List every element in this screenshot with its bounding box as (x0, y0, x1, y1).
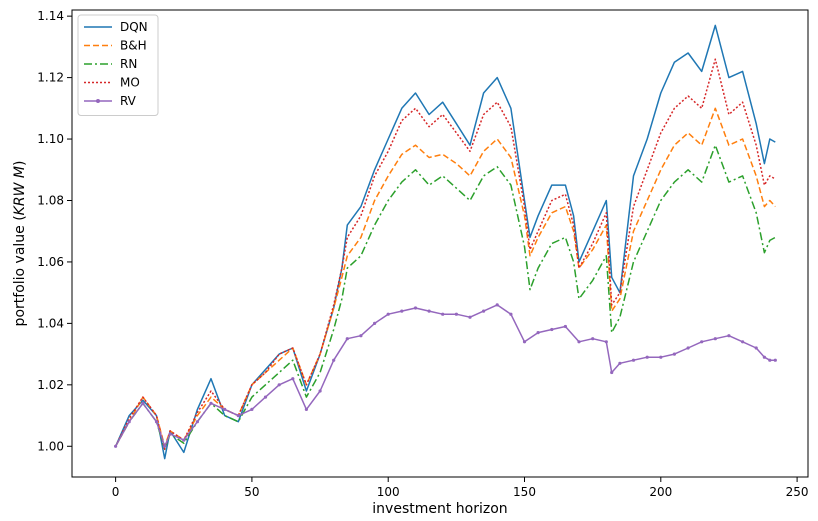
legend-label-mo: MO (120, 76, 140, 90)
x-tick-label: 0 (112, 485, 120, 499)
series-point-rv (209, 401, 213, 405)
series-point-rv (223, 407, 227, 411)
x-tick-label: 150 (513, 485, 536, 499)
series-point-rv (768, 358, 772, 362)
series-point-rv (291, 377, 295, 381)
y-axis-label: portfolio value (KRW M) (12, 161, 28, 327)
series-line-rn (114, 144, 776, 451)
y-tick-label: 1.06 (37, 255, 64, 269)
series-point-rv (413, 306, 418, 310)
series-point-rv (727, 334, 731, 338)
plot-frame (71, 9, 809, 478)
series-point-rv (427, 309, 431, 313)
series-point-rv (373, 321, 377, 325)
series-point-rv (195, 420, 199, 424)
series-point-rv (454, 312, 458, 316)
y-tick-label: 1.00 (37, 439, 64, 453)
y-tick-label: 1.14 (37, 9, 64, 23)
series-point-rv (345, 337, 349, 341)
series-point-rv (441, 312, 445, 316)
axes-layer: 0 50 100 150 200 250 1.00 1.02 1.04 1.06 1.08 1.10 1… (37, 9, 808, 499)
legend-box (77, 14, 159, 116)
series-point-rv (318, 389, 322, 393)
legend-label-rn: RN (120, 57, 137, 71)
x-tick-label: 250 (786, 485, 809, 499)
series-point-rv (604, 340, 608, 344)
series-point-rv (700, 340, 704, 344)
series-point-rv (182, 438, 186, 442)
series-point-rv (359, 334, 363, 338)
series-line-b-h (114, 107, 776, 448)
series-line-mo (114, 58, 776, 451)
y-axis-label-main: portfolio value ( (12, 215, 28, 326)
series-point-rv (773, 358, 777, 362)
series-point-rv (591, 337, 595, 341)
x-axis-label: investment horizon (372, 501, 507, 517)
legend-label-dqn: DQN (120, 20, 148, 34)
series-point-rv (563, 324, 568, 329)
series-point-rv (522, 340, 527, 344)
series-point-rv (386, 312, 390, 316)
y-tick-label: 1.08 (37, 193, 64, 207)
x-tick-label: 200 (649, 485, 672, 499)
series-point-rv (236, 414, 240, 418)
series-point-rv (550, 327, 554, 332)
series-point-rv (250, 407, 254, 411)
series-point-rv (741, 340, 745, 344)
series-point-rv (672, 352, 677, 356)
series-point-rv (645, 355, 649, 359)
series-point-rv (509, 312, 513, 316)
series-point-rv (713, 337, 717, 341)
legend-marker (96, 99, 100, 103)
series-point-rv (277, 383, 281, 387)
series-point-rv (168, 432, 172, 436)
series-point-rv (610, 370, 614, 375)
y-tick-label: 1.12 (37, 71, 64, 85)
series-point-rv (577, 340, 581, 344)
series-point-rv (400, 309, 404, 313)
series-line-rv (114, 304, 776, 448)
series-point-rv (163, 444, 167, 448)
series-point-rv (659, 355, 663, 359)
series-point-rv (141, 401, 145, 405)
series-point-rv (482, 309, 486, 313)
series-point-rv (263, 395, 268, 399)
series-point-rv (631, 358, 636, 362)
y-tick-label: 1.04 (37, 316, 64, 330)
series-point-rv (495, 303, 499, 307)
series-point-rv (618, 361, 622, 365)
series-point-rv (332, 358, 336, 362)
series-point-rv (754, 346, 758, 350)
series-point-rv (686, 346, 690, 350)
series-point-rv (304, 407, 308, 411)
legend: DQN B&H RN MO RV (77, 14, 159, 116)
series-layer (114, 24, 777, 460)
series-point-rv (536, 331, 540, 335)
y-axis-label-end: ) (12, 161, 28, 166)
series-point-rv (762, 355, 767, 359)
legend-label-b-h: B&H (120, 39, 147, 53)
series-point-rv (127, 420, 131, 424)
series-point-rv (468, 315, 472, 319)
legend-label-rv: RV (120, 94, 137, 108)
x-tick-label: 50 (244, 485, 259, 499)
y-tick-label: 1.10 (37, 132, 64, 146)
series-line-dqn (114, 24, 776, 460)
y-axis-label-unit: KRW M (12, 166, 28, 215)
x-tick-label: 100 (377, 485, 400, 499)
series-point-rv (114, 444, 118, 448)
series-point-rv (154, 420, 159, 424)
y-tick-label: 1.02 (37, 378, 64, 392)
